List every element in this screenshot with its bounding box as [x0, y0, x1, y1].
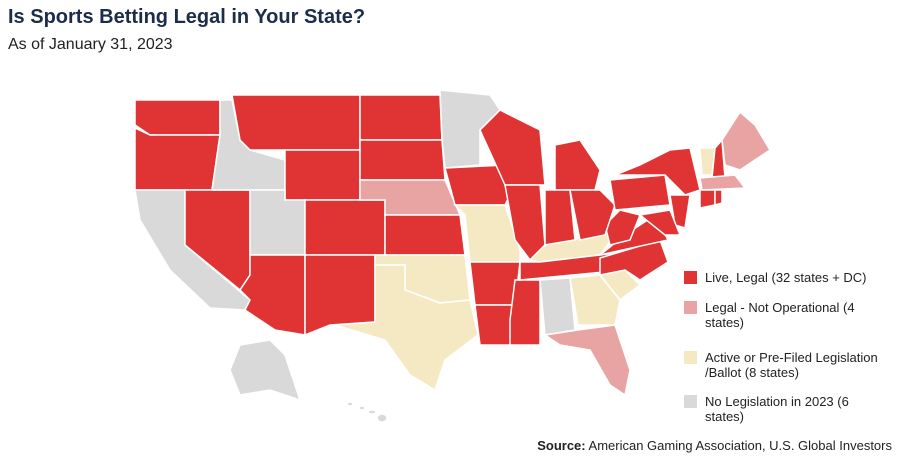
state	[359, 139, 446, 181]
state	[134, 126, 221, 191]
legend-item: Live, Legal (32 states + DC)	[684, 270, 884, 285]
legend-item: Legal - Not Operational (4 states)	[684, 300, 884, 330]
state	[346, 401, 354, 407]
source-label: Source:	[537, 438, 586, 453]
state	[479, 109, 546, 186]
state	[539, 277, 576, 336]
legend-label: No Legislation in 2023 (6 states)	[705, 394, 849, 424]
state	[609, 174, 671, 211]
state	[231, 94, 361, 151]
state	[604, 209, 642, 246]
state	[509, 279, 541, 346]
state	[544, 189, 576, 246]
state	[714, 189, 723, 206]
state	[699, 189, 716, 209]
state	[376, 413, 388, 423]
legend-label: Live, Legal (32 states + DC)	[705, 270, 867, 285]
source-text: American Gaming Association, U.S. Global…	[588, 438, 892, 453]
state	[239, 254, 306, 336]
state	[439, 89, 501, 169]
legend-swatch	[684, 395, 697, 408]
legend-item: No Legislation in 2023 (6 states)	[684, 394, 884, 424]
state	[721, 110, 772, 171]
state	[614, 147, 701, 196]
legend-item: Active or Pre-Filed Legislation /Ballot …	[684, 350, 884, 380]
state	[569, 189, 616, 241]
state	[669, 194, 691, 229]
state	[367, 409, 377, 415]
legend-label: Active or Pre-Filed Legislation /Ballot …	[705, 350, 878, 380]
state	[542, 324, 631, 397]
state	[134, 99, 221, 136]
state	[638, 209, 682, 236]
state	[384, 214, 466, 256]
state	[358, 405, 366, 411]
state	[699, 174, 747, 191]
state	[334, 264, 479, 392]
subtitle: As of January 31, 2023	[8, 36, 173, 53]
source: Source: American Gaming Association, U.S…	[537, 438, 892, 453]
legend-swatch	[684, 351, 697, 364]
legend-label: Legal - Not Operational (4 states)	[705, 300, 855, 330]
state	[359, 94, 443, 141]
state	[554, 139, 601, 191]
state	[249, 189, 306, 256]
state	[284, 149, 361, 201]
state	[569, 274, 621, 326]
state	[229, 339, 302, 402]
state	[304, 199, 386, 256]
legend-swatch	[684, 301, 697, 314]
title: Is Sports Betting Legal in Your State?	[8, 6, 366, 28]
legend-swatch	[684, 271, 697, 284]
